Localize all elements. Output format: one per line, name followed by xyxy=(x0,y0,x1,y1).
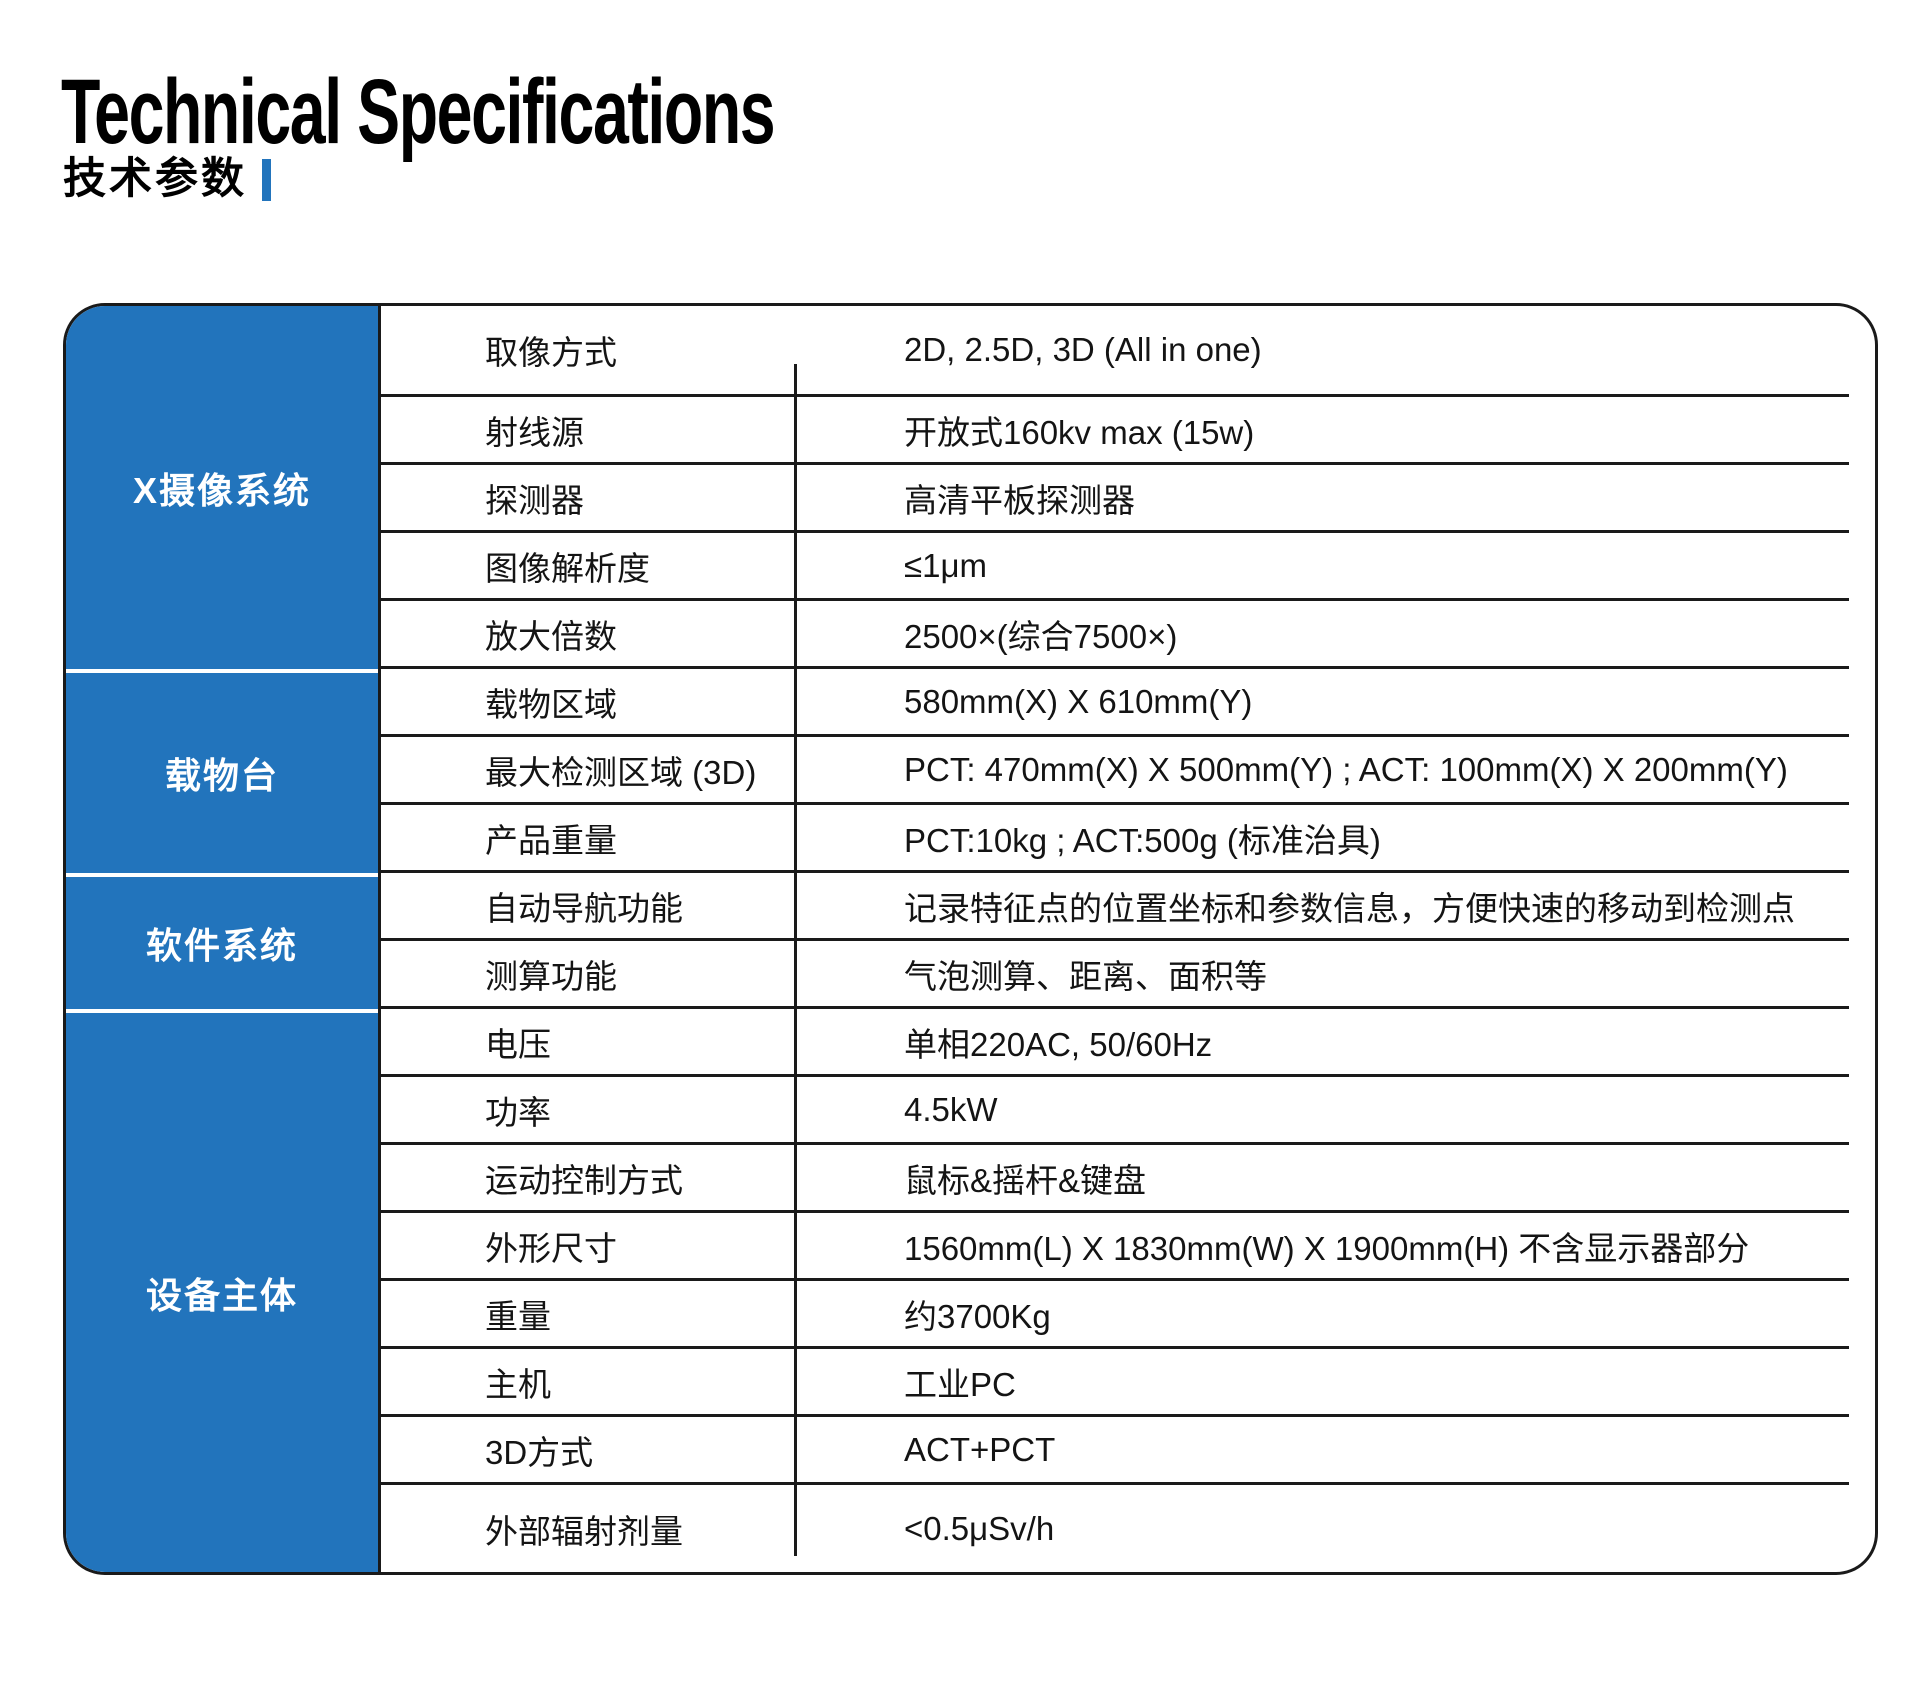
page-subtitle-row: 技术参数 xyxy=(63,158,271,201)
spec-row: 电压 单相220AC, 50/60Hz xyxy=(381,1009,1849,1077)
spec-row: 3D方式 ACT+PCT xyxy=(381,1417,1849,1485)
spec-name-cell: 主机 xyxy=(485,1365,551,1403)
spec-value-cell: ≤1μm xyxy=(904,546,987,584)
spec-name-cell: 探测器 xyxy=(485,481,584,519)
page-subtitle: 技术参数 xyxy=(63,155,247,203)
spec-name-cell: 电压 xyxy=(485,1025,551,1063)
spec-value-cell: 工业PC xyxy=(904,1365,1016,1403)
spec-value-cell: ACT+PCT xyxy=(904,1430,1056,1468)
spec-name-cell: 测算功能 xyxy=(485,957,617,995)
spec-value-cell: 气泡测算、距离、面积等 xyxy=(904,957,1267,995)
spec-value-cell: 约3700Kg xyxy=(904,1297,1051,1335)
spec-row: 探测器 高清平板探测器 xyxy=(381,465,1849,533)
spec-value-cell: 鼠标&摇杆&键盘 xyxy=(904,1161,1147,1199)
category-label: X摄像系统 xyxy=(132,469,311,511)
spec-value-cell: 4.5kW xyxy=(904,1090,998,1128)
category-label: 载物台 xyxy=(164,755,279,796)
category-segment: 设备主体 xyxy=(66,1009,378,1572)
page-title: Technical Specifications xyxy=(61,61,776,163)
spec-row: 外形尺寸 1560mm(L) X 1830mm(W) X 1900mm(H) 不… xyxy=(381,1213,1849,1281)
spec-name-cell: 射线源 xyxy=(485,413,584,451)
category-sidebar: X摄像系统 载物台 软件系统 设备主体 xyxy=(66,306,381,1572)
spec-row: 射线源 开放式160kv max (15w) xyxy=(381,397,1849,465)
spec-row: 主机 工业PC xyxy=(381,1349,1849,1417)
spec-row: 重量 约3700Kg xyxy=(381,1281,1849,1349)
spec-name-cell: 外形尺寸 xyxy=(485,1229,617,1267)
spec-name-cell: 图像解析度 xyxy=(485,549,650,587)
spec-row: 外部辐射剂量 <0.5μSv/h xyxy=(381,1485,1849,1572)
spec-row: 自动导航功能 记录特征点的位置坐标和参数信息，方便快速的移动到检测点 xyxy=(381,873,1849,941)
spec-name-cell: 取像方式 xyxy=(485,334,617,371)
category-segment: 载物台 xyxy=(66,669,378,873)
spec-name-cell: 载物区域 xyxy=(485,685,617,723)
spec-value-cell: 2D, 2.5D, 3D (All in one) xyxy=(904,331,1262,368)
spec-value-cell: PCT: 470mm(X) X 500mm(Y) ; ACT: 100mm(X)… xyxy=(904,750,1788,788)
category-label: 软件系统 xyxy=(145,925,298,966)
spec-value-cell: PCT:10kg ; ACT:500g (标准治具) xyxy=(904,821,1381,859)
spec-value-cell: 1560mm(L) X 1830mm(W) X 1900mm(H) 不含显示器部… xyxy=(904,1229,1750,1267)
spec-row: 取像方式 2D, 2.5D, 3D (All in one) xyxy=(381,306,1849,397)
spec-value-cell: 开放式160kv max (15w) xyxy=(904,413,1255,451)
subtitle-accent-bar xyxy=(262,158,271,201)
spec-rows: 取像方式 2D, 2.5D, 3D (All in one) 射线源 开放式16… xyxy=(381,306,1849,1572)
spec-name-cell: 功率 xyxy=(485,1093,551,1131)
category-segment: X摄像系统 xyxy=(66,306,378,669)
spec-value-cell: 记录特征点的位置坐标和参数信息，方便快速的移动到检测点 xyxy=(904,889,1795,927)
spec-row: 图像解析度 ≤1μm xyxy=(381,533,1849,601)
category-label: 设备主体 xyxy=(145,1274,298,1316)
spec-name-cell: 外部辐射剂量 xyxy=(485,1512,683,1550)
spec-name-cell: 重量 xyxy=(485,1297,551,1335)
spec-name-cell: 3D方式 xyxy=(485,1433,594,1471)
column-divider-line xyxy=(794,364,797,1556)
spec-value-cell: <0.5μSv/h xyxy=(904,1509,1055,1547)
spec-row: 测算功能 气泡测算、距离、面积等 xyxy=(381,941,1849,1009)
spec-name-cell: 自动导航功能 xyxy=(485,889,683,927)
spec-table: X摄像系统 载物台 软件系统 设备主体 取像方式 2D, 2.5D, 3D (A… xyxy=(63,303,1878,1575)
spec-row: 运动控制方式 鼠标&摇杆&键盘 xyxy=(381,1145,1849,1213)
spec-row: 放大倍数 2500×(综合7500×) xyxy=(381,601,1849,669)
category-segment: 软件系统 xyxy=(66,873,378,1009)
spec-value-cell: 580mm(X) X 610mm(Y) xyxy=(904,682,1253,720)
spec-row: 载物区域 580mm(X) X 610mm(Y) xyxy=(381,669,1849,737)
spec-row: 功率 4.5kW xyxy=(381,1077,1849,1145)
spec-row: 最大检测区域 (3D) PCT: 470mm(X) X 500mm(Y) ; A… xyxy=(381,737,1849,805)
spec-value-cell: 2500×(综合7500×) xyxy=(904,617,1178,655)
spec-name-cell: 最大检测区域 (3D) xyxy=(485,753,757,791)
spec-name-cell: 产品重量 xyxy=(485,821,617,859)
spec-value-cell: 高清平板探测器 xyxy=(904,481,1135,519)
spec-value-cell: 单相220AC, 50/60Hz xyxy=(904,1025,1213,1063)
spec-name-cell: 放大倍数 xyxy=(485,617,617,655)
spec-name-cell: 运动控制方式 xyxy=(485,1161,683,1199)
spec-row: 产品重量 PCT:10kg ; ACT:500g (标准治具) xyxy=(381,805,1849,873)
